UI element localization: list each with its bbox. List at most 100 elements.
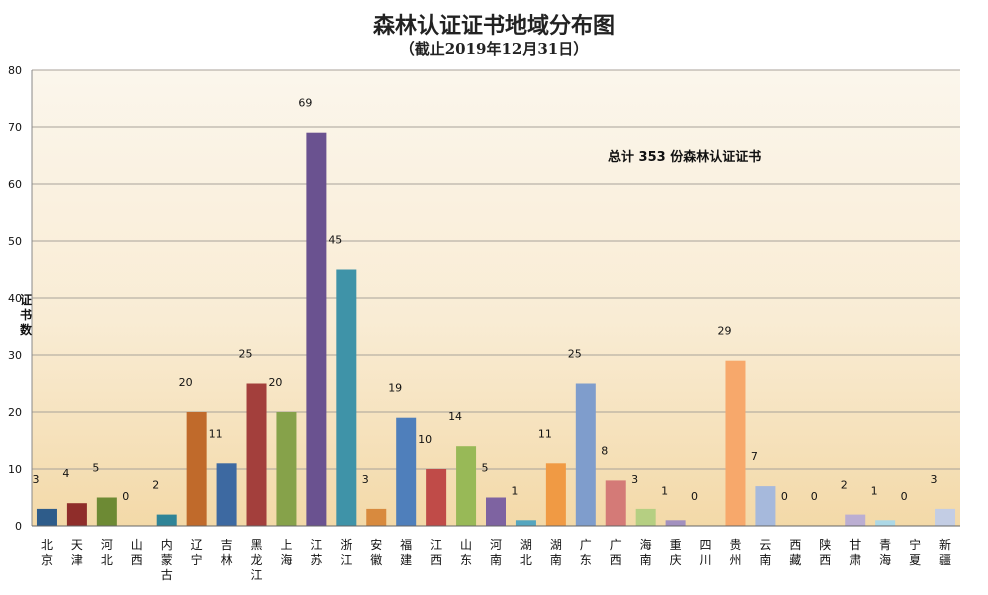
- x-tick-label: 南: [759, 552, 771, 567]
- x-tick-label: 林: [221, 553, 233, 567]
- value-label: 25: [568, 348, 582, 361]
- bar: [66, 503, 87, 526]
- bar: [755, 486, 776, 526]
- x-tick-label: 黑: [251, 538, 263, 552]
- value-label: 11: [209, 427, 223, 440]
- bar: [456, 446, 477, 526]
- y-tick-label: 20: [8, 406, 22, 419]
- x-tick-label: 肃: [849, 553, 861, 567]
- x-tick-label: 河: [490, 538, 502, 552]
- bar: [635, 508, 656, 526]
- bar: [336, 269, 357, 526]
- x-tick-label: 疆: [939, 553, 951, 567]
- x-tick-label: 庆: [670, 553, 682, 567]
- value-label: 5: [92, 462, 99, 475]
- value-label: 0: [781, 490, 788, 503]
- y-tick-labels: 0 10 20 30 40 50 60 70 80: [8, 64, 22, 533]
- bar: [665, 520, 686, 526]
- y-tick-label: 70: [8, 121, 22, 134]
- x-tick-label: 京: [41, 553, 53, 567]
- x-tick-label: 广: [580, 538, 592, 552]
- x-tick-label: 浙: [340, 538, 352, 552]
- value-label: 25: [239, 348, 253, 361]
- bar: [156, 514, 177, 526]
- x-tick-label: 辽: [191, 538, 203, 552]
- bar: [366, 508, 387, 526]
- value-label: 3: [931, 473, 938, 486]
- x-tick-label: 江: [251, 568, 263, 582]
- value-label: 0: [122, 490, 129, 503]
- value-label: 0: [691, 490, 698, 503]
- x-tick-label: 贵: [729, 538, 741, 552]
- value-label: 4: [62, 467, 69, 480]
- value-label: 7: [751, 450, 758, 463]
- value-label: 69: [298, 97, 312, 110]
- y-tick-label: 50: [8, 235, 22, 248]
- value-label: 29: [717, 325, 731, 338]
- bar: [96, 497, 117, 526]
- x-tick-label: 福: [400, 537, 412, 552]
- value-label: 8: [601, 444, 608, 457]
- x-tick-label: 广: [610, 538, 622, 552]
- bar: [935, 508, 956, 526]
- bar: [306, 132, 327, 526]
- bar: [515, 520, 536, 526]
- x-tick-label: 江: [430, 538, 442, 552]
- value-label: 2: [152, 479, 159, 492]
- x-tick-label: 甘: [849, 538, 861, 552]
- x-tick-label: 上: [280, 538, 292, 552]
- x-tick-label: 宁: [191, 552, 203, 567]
- y-axis-label: 证书数: [19, 293, 32, 337]
- value-label: 20: [179, 376, 193, 389]
- y-tick-label: 30: [8, 349, 22, 362]
- y-tick-label: 80: [8, 64, 22, 77]
- bar: [396, 417, 417, 526]
- x-tick-label: 海: [879, 552, 891, 567]
- x-tick-label: 龙: [251, 553, 263, 567]
- x-tick-label: 宁: [909, 537, 921, 552]
- bar: [276, 412, 297, 526]
- value-label: 1: [661, 484, 668, 497]
- y-tick-label: 10: [8, 463, 22, 476]
- bar: [426, 469, 447, 526]
- bar: [545, 463, 566, 526]
- x-tick-label: 东: [580, 553, 592, 567]
- x-tick-label: 四: [700, 538, 712, 552]
- value-label: 3: [362, 473, 369, 486]
- x-tick-label: 河: [101, 538, 113, 552]
- x-tick-label: 南: [640, 552, 652, 567]
- x-tick-label: 西: [610, 553, 622, 567]
- x-tick-label: 南: [550, 552, 562, 567]
- bar: [486, 497, 506, 526]
- bar: [36, 508, 57, 526]
- x-tick-label: 山: [131, 538, 143, 552]
- x-tick-label: 重: [670, 538, 682, 552]
- x-tick-label: 津: [71, 553, 83, 567]
- y-tick-label: 60: [8, 178, 22, 191]
- total-annotation: 总计 353 份森林认证证书: [608, 150, 762, 165]
- x-tick-label: 徽: [370, 552, 382, 567]
- x-tick-label: 夏: [909, 553, 921, 567]
- value-label: 10: [418, 433, 432, 446]
- value-label: 2: [841, 479, 848, 492]
- bar: [875, 520, 896, 526]
- x-tick-label: 西: [430, 553, 442, 567]
- bars: [36, 132, 956, 526]
- value-label: 1: [871, 484, 878, 497]
- y-tick-label: 40: [8, 292, 22, 305]
- x-tick-label: 江: [310, 538, 322, 552]
- x-tick-label: 云: [759, 538, 771, 552]
- x-tick-label: 蒙: [161, 553, 173, 567]
- x-tick-label: 东: [460, 553, 472, 567]
- x-tick-label: 海: [280, 552, 292, 567]
- x-tick-label: 海: [640, 537, 652, 552]
- bar: [605, 480, 626, 526]
- value-label: 0: [901, 490, 908, 503]
- x-tick-label: 苏: [310, 553, 322, 567]
- value-label: 1: [511, 484, 518, 497]
- value-label: 45: [328, 234, 342, 247]
- x-tick-label: 北: [101, 553, 113, 567]
- bar: [216, 463, 237, 526]
